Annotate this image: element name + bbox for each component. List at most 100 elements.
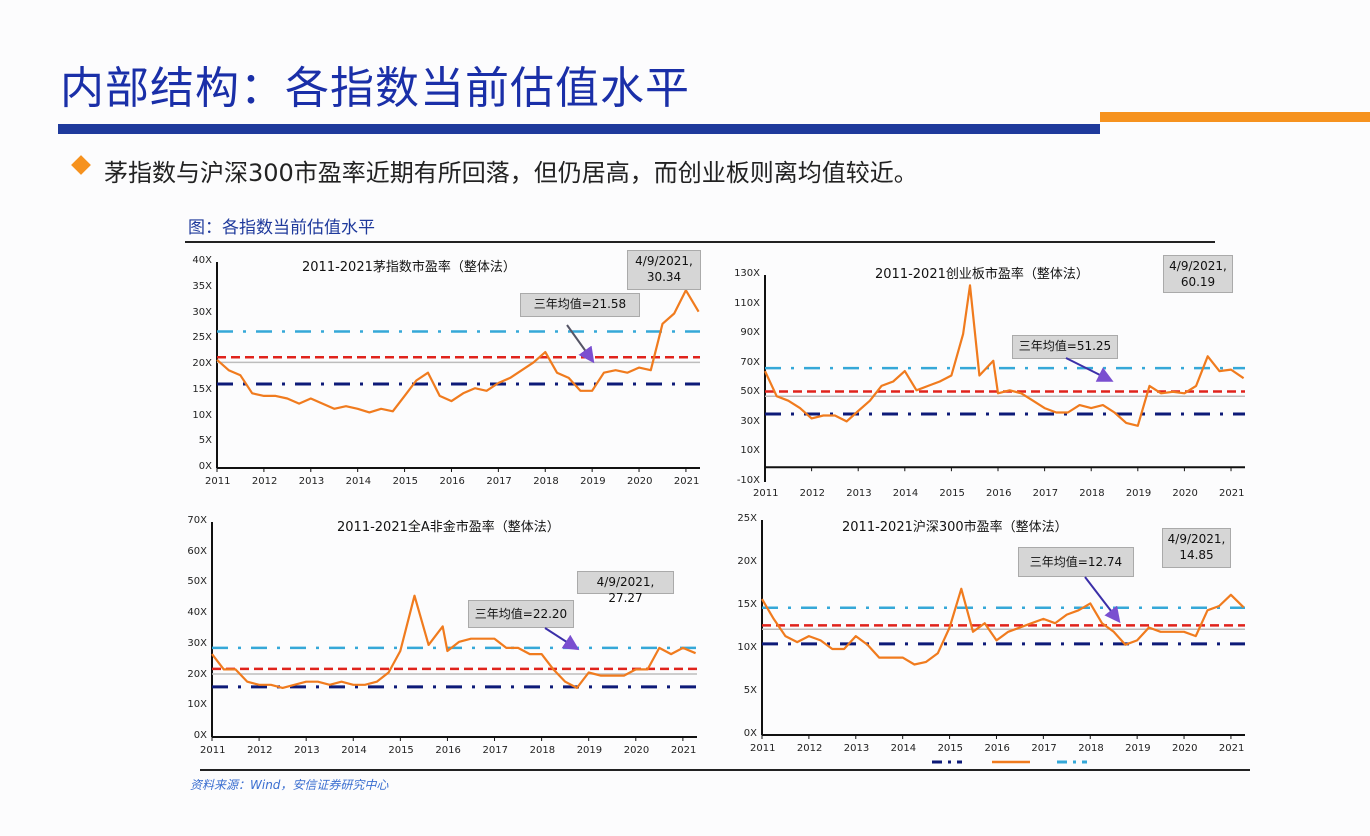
x-tick-label: 2016 <box>986 488 1012 499</box>
x-tick-label: 2015 <box>392 476 419 487</box>
x-tick-label: 2018 <box>1078 743 1104 754</box>
x-tick-label: 2021 <box>670 745 697 756</box>
x-tick-label: 2011 <box>205 476 231 487</box>
y-tick-label: 30X <box>192 306 212 318</box>
y-tick-label: 70X <box>187 515 207 526</box>
chart-csi300: 2011 2012 2013 2014 2015 2016 2017 2018 2019 2020… <box>737 513 1245 764</box>
y-tick-label: 25X <box>192 332 212 344</box>
x-tick-label: 2012 <box>251 476 278 487</box>
x-tick-label: 2014 <box>345 476 372 487</box>
y-tick-label: 0X <box>743 728 757 739</box>
x-tick-label: 2011 <box>750 743 776 754</box>
y-tick-label: 40X <box>192 255 212 266</box>
y-tick-label: 40X <box>187 607 207 619</box>
y-tick-label: 130X <box>734 268 760 279</box>
x-tick-label: 2018 <box>529 745 556 756</box>
source-note: 资料来源：Wind，安信证券研究中心 <box>190 778 389 792</box>
y-tick-label: 90X <box>740 327 760 339</box>
x-tick-label: 2015 <box>939 488 965 499</box>
x-tick-label: 2014 <box>890 743 917 754</box>
y-tick-label: 50X <box>740 386 760 398</box>
y-tick-label: 0X <box>198 461 212 472</box>
x-tick-label: 2017 <box>486 476 512 487</box>
x-tick-label: 2013 <box>843 743 870 754</box>
x-tick-label: 2012 <box>796 743 823 754</box>
x-tick-label: 2019 <box>1125 488 1152 499</box>
plot-area <box>761 520 1245 764</box>
page-title: 内部结构：各指数当前估值水平 <box>60 63 690 114</box>
x-tick-label: 2012 <box>799 488 826 499</box>
arrow-icon <box>566 324 595 364</box>
y-tick-label: 15X <box>192 383 212 395</box>
y-tick-label: 20X <box>192 358 212 369</box>
y-tick-label: 5X <box>198 435 212 447</box>
chart-title: 2011-2021茅指数市盈率（整体法） <box>302 260 516 275</box>
y-tick-label: 0X <box>193 730 207 741</box>
plot-area <box>764 275 1245 482</box>
latest-value-annotation: 4/9/2021, 30.34 <box>627 250 701 290</box>
chart-chinext: 2011 2012 2013 2014 2015 2016 2017 2018 2019 2020… <box>734 267 1245 499</box>
y-tick-label: -10X <box>736 475 760 486</box>
x-tick-label: 2020 <box>1172 743 1198 754</box>
x-tick-label: 2017 <box>1032 488 1059 499</box>
y-tick-label: 10X <box>187 699 207 711</box>
x-tick-label: 2016 <box>984 743 1010 754</box>
chart-title: 2011-2021沪深300市盈率（整体法） <box>842 520 1068 535</box>
y-tick-label: 5X <box>743 685 757 696</box>
x-tick-label: 2013 <box>294 745 320 756</box>
y-tick-label: 20X <box>737 556 757 567</box>
y-tick-label: 35X <box>192 280 212 292</box>
plot-area <box>211 522 697 741</box>
x-tick-label: 2013 <box>846 488 872 499</box>
x-tick-label: 2013 <box>298 476 325 487</box>
y-tick-label: 70X <box>740 356 760 368</box>
arrow-icon <box>1084 576 1121 624</box>
chart-all-a-nonfinancial: 2011 2012 2013 2014 2015 2016 2017 2018 2019 2020… <box>187 515 697 756</box>
x-tick-label: 2019 <box>576 745 603 756</box>
x-tick-label: 2021 <box>673 476 700 487</box>
pe-series-line <box>216 289 700 414</box>
mean-annotation: 三年均值=21.58 <box>520 293 640 317</box>
arrow-icon <box>1065 357 1114 382</box>
pe-series-line <box>211 594 697 689</box>
x-tick-label: 2019 <box>580 476 606 487</box>
y-tick-label: 10X <box>737 642 757 653</box>
y-tick-label: 10X <box>740 445 760 457</box>
chart-mao-index: 2011 2012 2013 2014 2015 2016 2017 2018 2019 2020… <box>192 255 700 487</box>
accent-bar-orange <box>1100 112 1370 122</box>
pe-series-line <box>764 284 1245 427</box>
mean-annotation: 三年均值=12.74 <box>1018 547 1134 577</box>
x-tick-label: 2020 <box>623 745 650 756</box>
y-tick-label: 50X <box>187 576 207 588</box>
x-tick-label: 2012 <box>247 745 273 756</box>
y-tick-label: 10X <box>192 409 212 421</box>
chart-title: 2011-2021创业板市盈率（整体法） <box>875 267 1089 282</box>
x-tick-label: 2020 <box>1172 488 1198 499</box>
x-tick-label: 2016 <box>439 476 465 487</box>
x-tick-label: 2015 <box>388 745 414 756</box>
chart-title: 2011-2021全A非金市盈率（整体法） <box>337 520 560 535</box>
mean-annotation: 三年均值=22.20 <box>468 600 574 628</box>
x-tick-label: 2020 <box>627 476 653 487</box>
y-tick-label: 30X <box>740 415 760 427</box>
accent-bar-blue <box>58 124 1100 134</box>
pe-series-line <box>761 587 1245 666</box>
x-tick-label: 2018 <box>1079 488 1105 499</box>
latest-value-annotation: 4/9/2021, 14.85 <box>1162 528 1231 568</box>
y-tick-label: 25X <box>737 513 757 524</box>
x-tick-label: 2011 <box>753 488 779 499</box>
arrow-icon <box>544 627 580 651</box>
y-tick-label: 20X <box>187 668 207 680</box>
x-tick-label: 2014 <box>892 488 919 499</box>
mean-annotation: 三年均值=51.25 <box>1012 335 1118 359</box>
source-divider <box>200 769 1250 771</box>
x-tick-label: 2017 <box>482 745 508 756</box>
x-tick-label: 2017 <box>1031 743 1057 754</box>
latest-value-annotation: 4/9/2021, 27.27 <box>577 571 674 605</box>
plot-area <box>216 262 700 472</box>
x-tick-label: 2019 <box>1125 743 1151 754</box>
figure-caption: 图：各指数当前估值水平 <box>188 218 375 238</box>
x-tick-label: 2015 <box>937 743 964 754</box>
